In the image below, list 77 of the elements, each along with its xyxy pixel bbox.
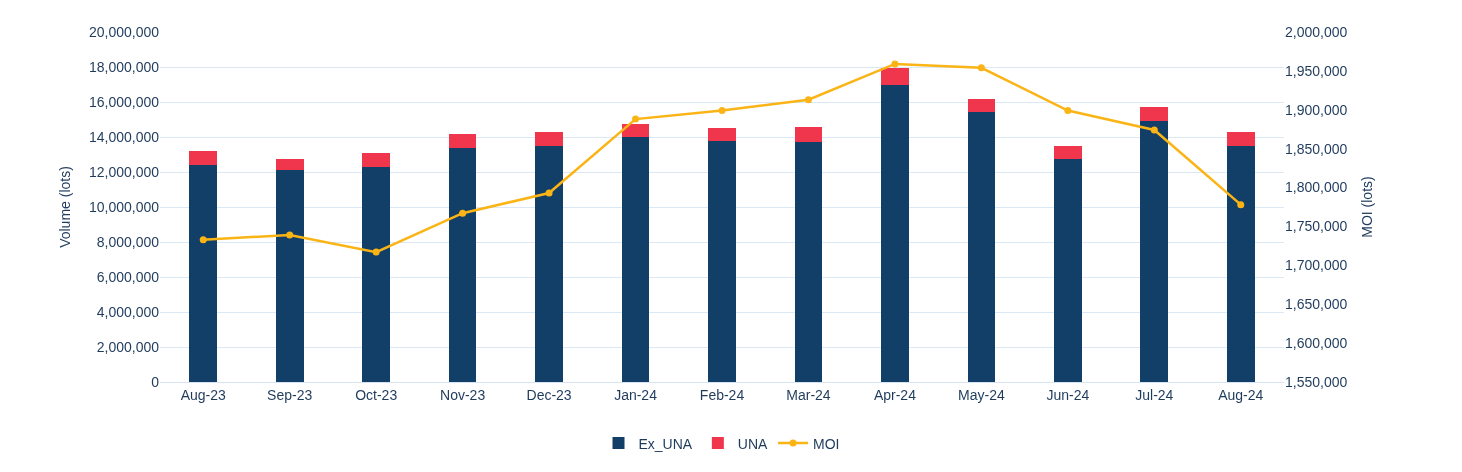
point [804,96,812,104]
x-tick-label: Feb-24 [699,386,745,403]
bar [535,132,563,147]
bar [1140,121,1169,382]
bar [1140,106,1169,122]
bar [535,146,563,382]
bar [708,141,736,382]
y2-tick-label: 1,900,000 [1285,101,1348,118]
bar [448,134,477,148]
x-tick-label: Aug-23 [180,386,227,403]
y-tick-label: 16,000,000 [88,93,160,110]
x-tick-label: Nov-23 [440,386,486,403]
x-tick-label: May-24 [958,386,1005,403]
y2-tick-label: 1,550,000 [1285,373,1348,390]
y-tick-label: 14,000,000 [88,128,160,145]
bar [708,128,736,142]
y-tick-label: 2,000,000 [96,338,160,355]
y-tick-label: 12,000,000 [88,163,160,180]
point [718,107,726,115]
y2-tick-label: 1,800,000 [1285,179,1348,196]
point [199,236,207,244]
bar [189,165,218,382]
y-tick-label: 0 [151,373,160,390]
point [1064,107,1072,115]
y2-tick-label: 1,750,000 [1285,218,1348,235]
bar [967,111,996,382]
bar [881,67,909,85]
bar [1226,146,1255,382]
bar [362,167,390,382]
bar [794,142,823,382]
point [545,189,553,197]
y-tick-label: 6,000,000 [96,268,160,285]
x-tick-label: Mar-24 [786,386,831,403]
point [632,115,640,123]
y2-tick-label: 1,950,000 [1285,62,1348,79]
x-tick-label: Aug-24 [1218,386,1264,403]
x-tick-label: Sep-23 [267,386,313,403]
point [372,248,380,256]
bar [275,170,304,382]
x-tick-label: Dec-23 [526,386,572,403]
x-tick-label: Jun-24 [1046,386,1090,403]
point [286,231,294,239]
y-axis-title: Volume (lots) [56,166,73,248]
y-tick-label: 18,000,000 [88,58,160,75]
point [891,60,899,68]
bar [362,152,390,168]
y2-tick-label: 1,700,000 [1285,257,1348,274]
bar [794,127,823,143]
point [977,64,985,72]
legend-label: Ex_UNA [638,435,693,452]
bar [189,151,218,166]
y-tick-label: 8,000,000 [96,233,160,250]
bar [1054,159,1082,382]
legend-label: MOI [813,435,840,452]
point [459,209,467,217]
bar [448,147,477,382]
bar [881,84,909,382]
y2-axis-title: MOI (lots) [1358,176,1375,238]
bar [621,137,650,382]
y2-tick-label: 1,850,000 [1285,140,1348,157]
y-tick-label: 4,000,000 [96,303,160,320]
y2-tick-label: 1,600,000 [1285,335,1348,352]
y-tick-label: 20,000,000 [88,23,160,40]
y2-tick-label: 1,650,000 [1285,296,1348,313]
bar [1054,146,1082,160]
y2-tick-label: 2,000,000 [1285,23,1348,40]
point [1150,126,1158,134]
y-tick-label: 10,000,000 [88,198,160,215]
x-tick-label: Jan-24 [614,386,658,403]
x-tick-label: Apr-24 [873,386,917,403]
bar [1226,131,1255,147]
x-tick-label: Oct-23 [355,386,398,403]
x-tick-label: Jul-24 [1135,386,1174,403]
bar [967,98,996,112]
point [1237,201,1245,209]
legend-label: UNA [737,435,769,452]
bar [275,159,304,171]
